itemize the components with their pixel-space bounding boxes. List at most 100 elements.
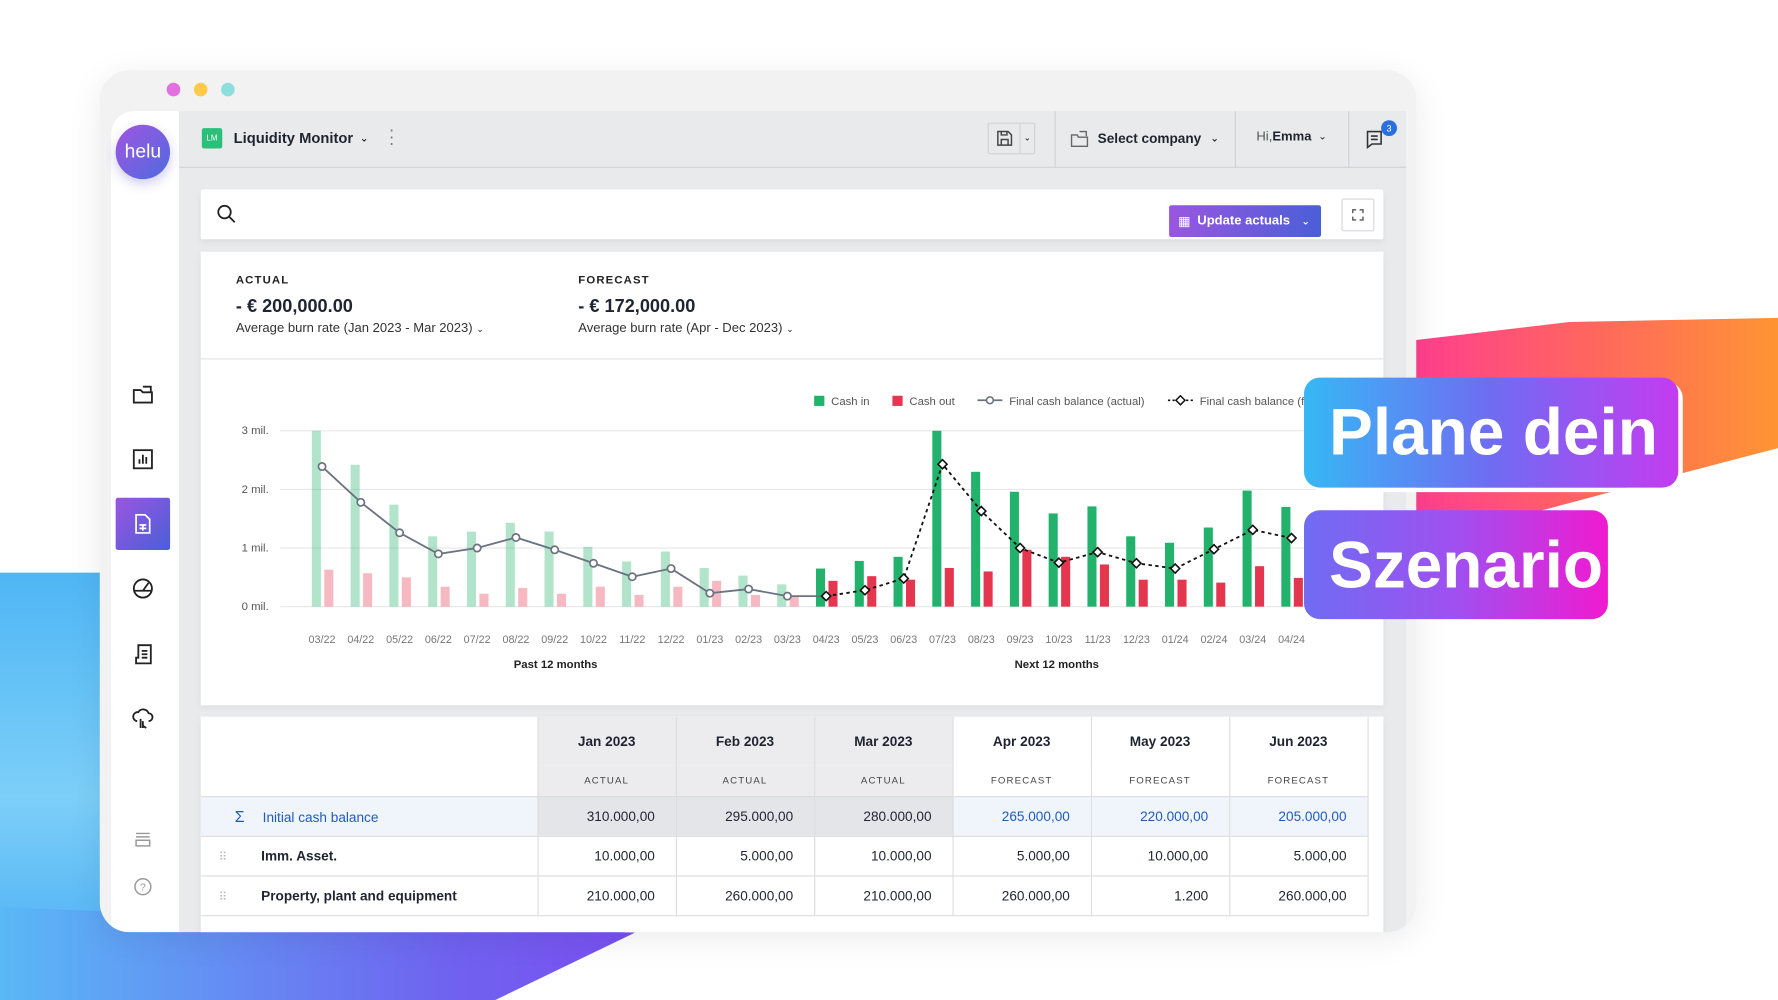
app-title-dropdown[interactable]: Liquidity Monitor ⌄ [234,129,369,147]
window-dot-close[interactable] [166,82,181,97]
legend-swatch-cash-out [892,395,903,406]
table-cell[interactable]: 260.000,00 [1229,875,1369,916]
cash-out-bar [1022,549,1032,607]
save-button-group[interactable]: ⌄ [987,122,1036,155]
drag-handle-icon[interactable]: ⠿ [218,851,228,864]
top-bar: LM Liquidity Monitor ⌄ ⋅ ⋅ ⋅ ⌄ Select compa… [179,111,1407,168]
more-options-icon[interactable]: ⋅ ⋅ ⋅ [388,121,394,154]
chevron-down-icon: ⌄ [786,324,794,335]
balance-actual-point [744,584,754,594]
helu-logo[interactable]: helu [115,124,171,180]
x-tick-label: 04/23 [813,634,840,646]
column-header: May 2023 [1090,716,1230,766]
x-tick-label: 12/23 [1123,634,1150,646]
table-cell[interactable]: 5.000,00 [951,835,1092,876]
cash-in-bar [350,464,360,607]
save-icon[interactable] [989,123,1021,154]
notification-count-badge: 3 [1381,120,1398,137]
forecast-burn-rate-dropdown[interactable]: Average burn rate (Apr - Dec 2023) ⌄ [578,322,793,336]
table-cell[interactable]: 310.000,00 [537,796,677,837]
cash-out-bar [1099,564,1109,607]
balance-actual-point [550,545,560,555]
table-cell[interactable]: 265.000,00 [951,796,1092,837]
search-icon[interactable] [217,204,236,229]
table-cell[interactable]: 10.000,00 [814,835,954,876]
table-cell[interactable]: 260.000,00 [951,875,1092,916]
table-cell[interactable]: 10.000,00 [537,835,677,876]
cash-in-bar [1164,542,1175,607]
cash-out-bar [595,586,605,607]
help-icon[interactable]: ? [116,861,170,913]
layers-icon[interactable] [116,813,170,865]
table-cell[interactable]: 210.000,00 [814,875,954,916]
table-cell[interactable]: 280.000,00 [814,796,954,837]
x-tick-label: 06/22 [425,634,452,646]
table-row[interactable]: ⠿ Imm. Asset. 10.000,00 5.000,00 10.000,00 5.… [200,835,1369,876]
x-tick-label: 08/23 [968,634,995,646]
bar-chart-icon[interactable] [116,433,170,485]
notifications-icon[interactable] [1365,129,1385,155]
table-cell[interactable]: 1.200 [1090,875,1230,916]
legend-cash-in: Cash in [831,396,869,408]
cash-in-bar [544,531,554,607]
row-label: Property, plant and equipment [261,887,457,904]
table-row[interactable]: ⠿ Property, plant and equipment 210.000,00… [200,875,1369,916]
table-cell[interactable]: 260.000,00 [675,875,815,916]
cash-out-bar [556,593,567,607]
update-actuals-button[interactable]: ▦ Update actuals ⌄ [1169,205,1322,237]
update-actuals-label: Update actuals [1197,214,1291,228]
table-cell[interactable]: 220.000,00 [1090,796,1230,837]
select-company-dropdown[interactable]: Select company ⌄ [1070,129,1219,147]
x-tick-label: 09/22 [541,634,568,646]
table-cell[interactable]: 5.000,00 [675,835,815,876]
cash-in-bar [1009,491,1019,607]
cash-out-bar [324,569,334,607]
table-row[interactable]: Σ Initial cash balance 310.000,00 295.000,0… [200,796,1369,837]
drag-handle-icon[interactable]: ⠿ [218,890,228,904]
user-name: Emma [1272,130,1312,145]
x-tick-label: 03/22 [309,634,336,646]
window-dot-maximize[interactable] [221,82,235,97]
balance-actual-point [472,543,482,553]
actual-burn-rate-dropdown[interactable]: Average burn rate (Jan 2023 - Mar 2023) … [236,322,484,336]
promo-badge-line2: Szenario [1304,510,1608,620]
cloud-sync-icon[interactable] [116,693,170,745]
chevron-down-icon: ⌄ [1210,132,1219,144]
x-tick-label: 07/22 [464,634,491,646]
balance-actual-point [511,532,521,542]
window-dot-minimize[interactable] [193,82,208,97]
fullscreen-button[interactable] [1341,198,1375,232]
app-badge: LM [201,128,223,149]
cash-in-bar [311,430,321,607]
balance-forecast-point [1169,562,1181,575]
table-cell[interactable]: 10.000,00 [1090,835,1230,876]
balance-forecast-point [1053,557,1065,569]
chevron-down-icon[interactable]: ⌄ [1023,132,1032,143]
balance-actual-point [395,528,405,538]
app-title: Liquidity Monitor [233,129,354,147]
table-cell[interactable]: 210.000,00 [537,875,677,916]
folder-icon[interactable] [116,369,170,421]
balance-forecast-point [1091,546,1104,558]
table-cell[interactable]: 5.000,00 [1229,835,1369,876]
row-label-cell: ⠿ Imm. Asset. [200,835,539,876]
spreadsheet-icon[interactable] [115,497,171,550]
table-cell[interactable]: 295.000,00 [675,796,815,837]
cash-out-bar [479,593,489,607]
section-label-past: Past 12 months [514,659,598,671]
svg-text:?: ? [140,883,146,894]
cash-in-bar [1242,490,1252,607]
table-cell[interactable]: 205.000,00 [1229,796,1369,837]
column-header: Feb 2023 [675,716,815,766]
cash-out-bar [363,573,373,607]
forecast-label: FORECAST [578,274,650,287]
gauge-icon[interactable] [116,562,170,614]
receipt-icon[interactable] [116,628,170,680]
forecast-burn-rate: Average burn rate (Apr - Dec 2023) [578,322,783,336]
x-tick-label: 06/23 [890,634,917,646]
cash-out-bar [1255,566,1265,607]
cash-out-bar [1138,579,1148,607]
user-menu[interactable]: Hi, Emma ⌄ [1256,130,1326,144]
actual-value: - € 200,000.00 [235,297,353,317]
balance-forecast-point [1130,557,1143,569]
